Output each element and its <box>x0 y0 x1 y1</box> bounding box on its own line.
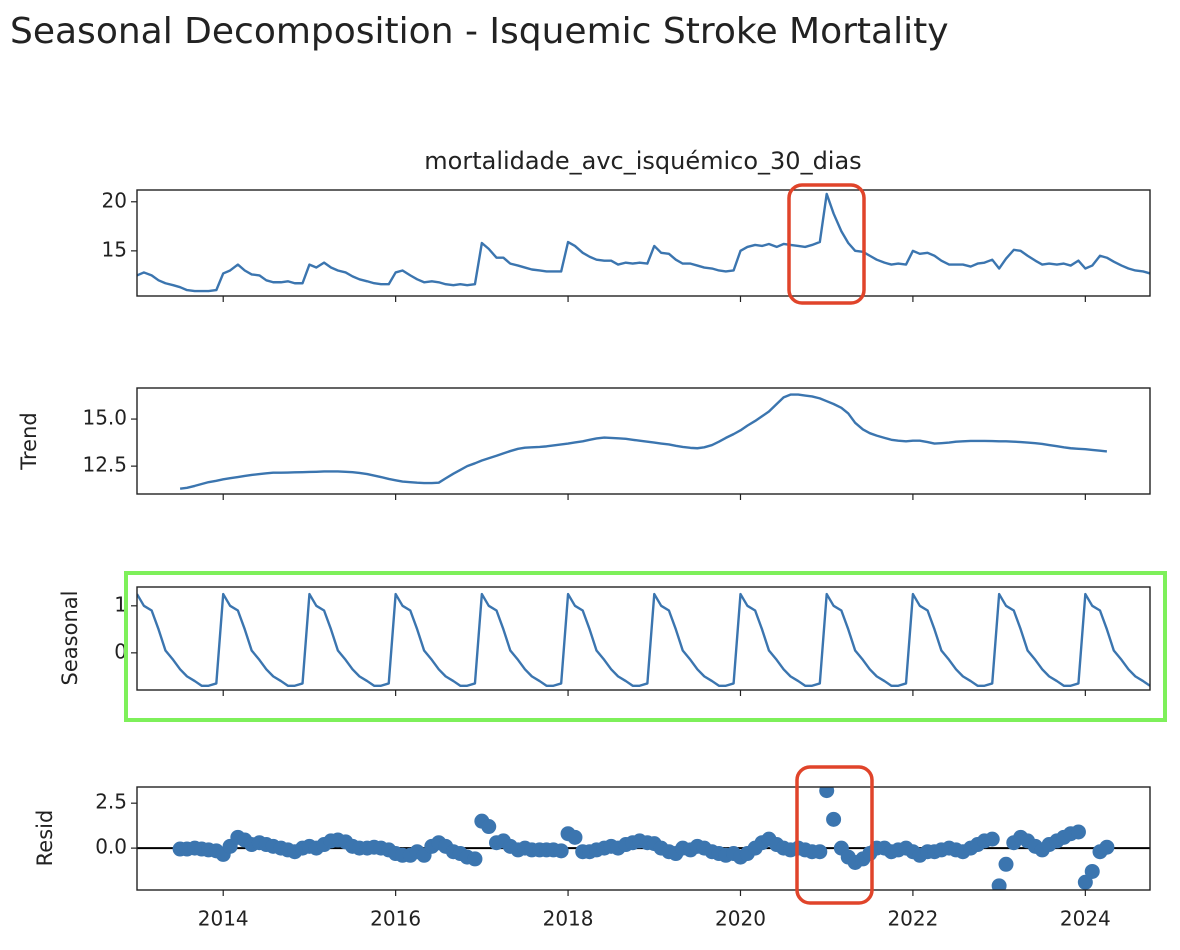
resid-point <box>998 856 1014 872</box>
resid-point <box>1077 874 1093 890</box>
y-tick-label: 2.5 <box>95 790 127 814</box>
axes-frame <box>136 189 1151 297</box>
resid-point <box>481 819 497 835</box>
highlight-box <box>795 765 874 905</box>
highlight-box <box>787 183 866 305</box>
y-tick-label: 0 <box>114 639 127 663</box>
y-axis-label: Seasonal <box>58 591 82 686</box>
y-tick-label: 15.0 <box>82 406 127 430</box>
resid-point <box>1070 824 1086 840</box>
chart-title: Seasonal Decomposition - Isquemic Stroke… <box>10 11 949 52</box>
resid-point <box>819 787 835 799</box>
plots: 15 20 12.5 15.0 0 1 0.0 2.5 2014 2016 2018 2020 2022… <box>82 188 1151 931</box>
x-tick-label: 2016 <box>370 907 421 931</box>
series-line <box>137 192 1150 293</box>
y-axis-label: Trend <box>17 412 41 470</box>
panel-title: mortalidade_avc_isquémico_30_dias <box>424 147 861 175</box>
x-tick-label: 2020 <box>715 907 766 931</box>
resid-point <box>567 829 583 845</box>
resid-point <box>826 811 842 827</box>
resid-point <box>812 844 828 860</box>
series-line <box>137 592 1150 687</box>
series-line <box>179 393 1108 490</box>
x-tick-label: 2022 <box>887 907 938 931</box>
axes-frame <box>136 387 1151 495</box>
resid-point <box>984 831 1000 847</box>
y-axis-label: Resid <box>33 810 57 867</box>
x-tick-label: 2024 <box>1060 907 1111 931</box>
y-tick-label: 1 <box>114 592 127 616</box>
resid-point <box>553 843 569 859</box>
resid-point <box>467 851 483 867</box>
resid-point <box>991 878 1007 890</box>
y-tick-label: 12.5 <box>82 453 127 477</box>
highlight-box <box>124 571 1167 722</box>
x-tick-label: 2014 <box>198 907 249 931</box>
y-tick-label: 15 <box>102 237 127 261</box>
x-tick-label: 2018 <box>543 907 594 931</box>
resid-point <box>1099 839 1115 855</box>
resid-point <box>1084 863 1100 879</box>
axes-frame <box>136 586 1151 691</box>
y-tick-label: 0.0 <box>95 835 127 859</box>
y-tick-label: 20 <box>102 188 127 212</box>
axes-frame <box>136 786 1151 891</box>
